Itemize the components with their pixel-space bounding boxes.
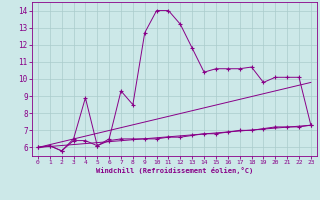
X-axis label: Windchill (Refroidissement éolien,°C): Windchill (Refroidissement éolien,°C)	[96, 167, 253, 174]
